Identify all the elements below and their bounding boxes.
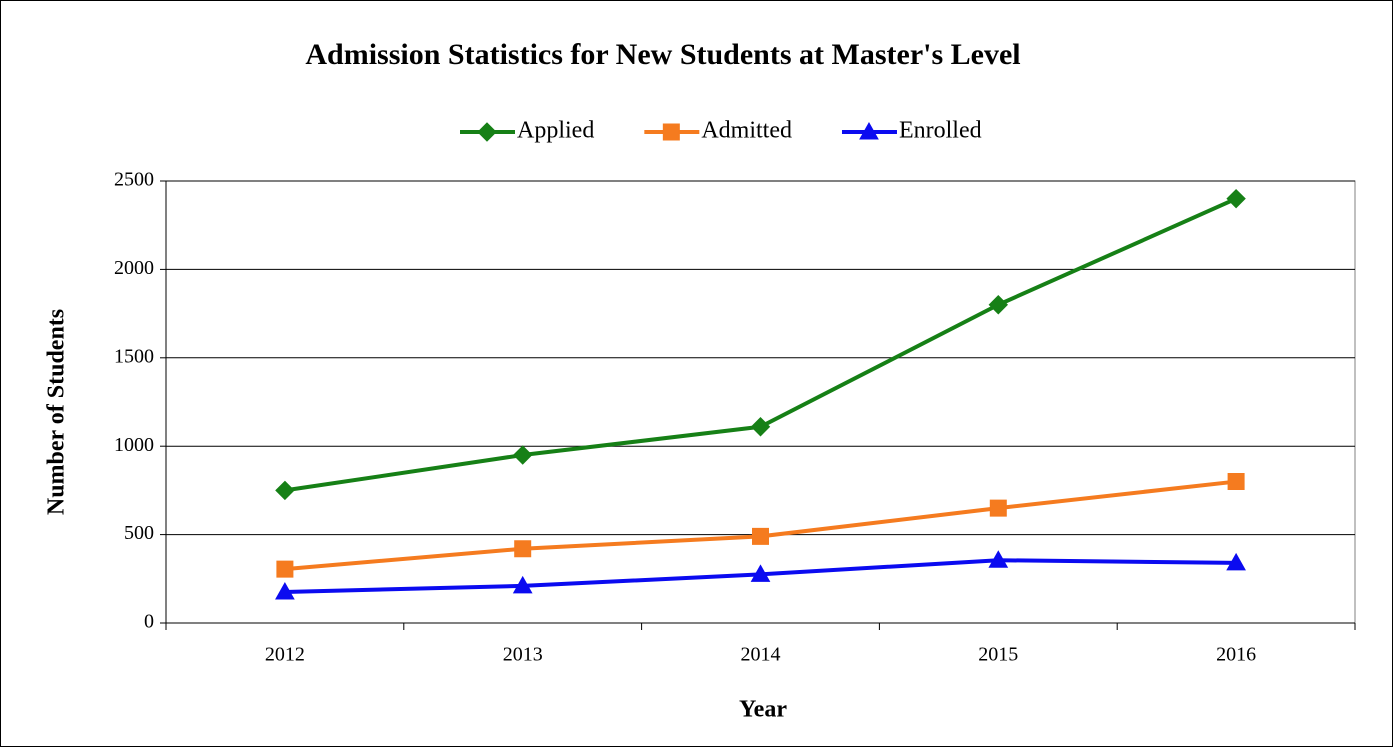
x-tick-label: 2015 xyxy=(978,644,1018,666)
data-point xyxy=(1226,552,1246,571)
data-point xyxy=(512,575,533,594)
legend-marker xyxy=(477,122,497,142)
data-point xyxy=(989,499,1007,517)
legend-label: Applied xyxy=(517,118,594,144)
chart-title: Admission Statistics for New Students at… xyxy=(305,38,1020,71)
data-point xyxy=(1227,473,1245,491)
data-point xyxy=(750,564,771,582)
y-tick-label: 2500 xyxy=(114,169,154,191)
data-point xyxy=(988,295,1009,315)
data-point xyxy=(750,417,771,437)
x-tick-label: 2012 xyxy=(265,644,305,666)
y-tick-label: 500 xyxy=(124,522,154,544)
data-point xyxy=(275,582,295,600)
x-tick-label: 2014 xyxy=(741,644,781,666)
x-tick-label: 2016 xyxy=(1216,644,1256,666)
legend-marker xyxy=(859,121,879,140)
y-tick-label: 1500 xyxy=(114,345,154,367)
legend-label: Enrolled xyxy=(899,118,982,144)
data-point xyxy=(276,560,294,578)
data-point xyxy=(988,550,1009,568)
data-point xyxy=(512,445,533,465)
data-point xyxy=(1226,188,1246,209)
data-point xyxy=(275,480,295,501)
y-tick-label: 0 xyxy=(144,611,154,633)
data-point xyxy=(752,527,769,545)
y-axis-label: Number of Students xyxy=(44,309,70,515)
legend-label: Admitted xyxy=(701,118,792,144)
data-point xyxy=(514,540,532,558)
x-axis-label: Year xyxy=(739,697,787,723)
y-tick-label: 2000 xyxy=(114,257,154,279)
legend-marker xyxy=(662,123,680,141)
y-tick-label: 1000 xyxy=(114,434,154,456)
x-tick-label: 2013 xyxy=(503,644,543,666)
